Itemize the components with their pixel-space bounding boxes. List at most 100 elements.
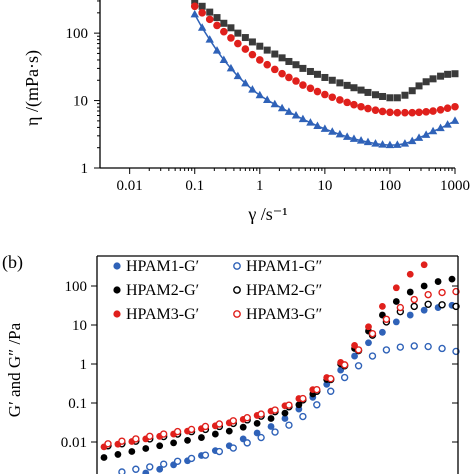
panel-a-point [212, 46, 222, 54]
panel-b-point [225, 427, 233, 435]
panel-b-point [382, 315, 391, 324]
legend-label: HPAM3-G″ [246, 306, 322, 323]
panel-a-point [306, 84, 315, 93]
legend-label: HPAM1-G″ [246, 258, 322, 275]
panel-b-point [313, 401, 321, 409]
panel-a-point [198, 2, 206, 10]
panel-a-point [233, 71, 243, 80]
panel-b-point [323, 380, 331, 388]
panel-b-y-axis-label: G′ and G″ /Pa [5, 322, 24, 417]
panel-a-point [191, 0, 199, 5]
panel-b-ticks: 0.01 0.1 1 10 100 [61, 279, 458, 451]
panel-b-point [448, 275, 456, 283]
panel-b-point [146, 432, 154, 441]
panel-b-point [243, 413, 251, 422]
panel-a-point [421, 130, 431, 138]
panel-a-point [206, 8, 214, 16]
panel-a-point [328, 76, 336, 84]
panel-b-point [406, 288, 414, 296]
panel-b-point [170, 439, 178, 447]
panel-a-point [321, 90, 329, 99]
panel-b-point [424, 342, 432, 351]
panel-b-point [253, 419, 261, 427]
legend-marker-open [233, 310, 241, 318]
panel-b-point [406, 270, 414, 278]
panel-b-series-HPAM1-G″ [118, 342, 460, 474]
panel-a-point [220, 19, 228, 27]
panel-b-point [132, 435, 140, 443]
legend-label: HPAM2-G′ [126, 282, 199, 299]
panel-b-point [340, 361, 349, 369]
panel-b-point [156, 465, 164, 473]
panel-b-point [368, 329, 377, 338]
panel-b-point [285, 421, 293, 429]
panel-a-point [408, 136, 417, 145]
panel-a-point [379, 92, 387, 100]
panel-a-point [226, 63, 236, 72]
panel-b-point [354, 346, 363, 354]
panel-a-point [306, 67, 314, 75]
panel-a-point [450, 116, 460, 124]
panel-b-point [146, 463, 154, 471]
panel-b-point [368, 352, 377, 360]
panel-a-point [350, 84, 358, 92]
panel-a-point [241, 34, 249, 42]
panel-b-point [184, 436, 191, 444]
panel-b-point [434, 278, 442, 285]
panel-b-point [257, 410, 265, 418]
panel-a-point [298, 114, 308, 123]
panel-a-point [320, 124, 330, 132]
panel-b-point [379, 302, 386, 310]
panel-a-point [285, 73, 293, 82]
panel-b-series-HPAM3-G″ [104, 287, 460, 448]
panel-a-point [197, 23, 207, 31]
panel-b-point [281, 409, 289, 417]
panel-a-point [190, 2, 199, 11]
panel-b-point [211, 430, 219, 438]
panel-b-point [173, 427, 182, 436]
panel-a-point [364, 104, 372, 113]
panel-a-point [443, 104, 452, 113]
panel-b-point [239, 423, 247, 431]
panel-a-point [336, 79, 344, 87]
panel-a-point [408, 87, 416, 95]
panel-a-y-axis-label: η /(mPa·s) [22, 50, 43, 126]
panel-b-point [392, 298, 400, 305]
legend-marker-open [233, 286, 241, 294]
panel-a-point [234, 39, 242, 48]
panel-a-point [357, 86, 365, 94]
panel-a-point [343, 98, 351, 107]
panel-b-point [438, 301, 446, 309]
panel-a-point [227, 24, 235, 32]
legend-label: HPAM1-G′ [126, 258, 199, 275]
panel-a-point [437, 72, 445, 80]
panel-a-point [363, 137, 373, 146]
panel-b-point [281, 415, 289, 422]
panel-b-point [406, 311, 414, 319]
panel-a-point [429, 75, 437, 83]
panel-a-point [422, 108, 430, 116]
panel-a-series-circle [190, 2, 459, 117]
panel-a-point [393, 140, 402, 148]
panel-b-point [313, 385, 321, 394]
panel-a-point [313, 70, 321, 78]
panel-b-point [295, 401, 303, 409]
panel-a-y-tick-label: 10 [73, 94, 88, 110]
panel-a-point [313, 87, 322, 96]
panel-b-point [396, 343, 405, 351]
panel-a-point [278, 54, 286, 62]
panel-b-point [159, 460, 168, 468]
panel-a-x-tick-label: 1000 [440, 178, 470, 194]
panel-a-point [401, 108, 409, 117]
panel-a-point [277, 103, 287, 112]
panel-a-point [255, 90, 264, 99]
panel-a-point [386, 108, 394, 117]
panel-a-point [393, 94, 401, 102]
panel-b-point [128, 448, 136, 455]
panel-b-point [379, 328, 386, 336]
panel-b-point [299, 412, 307, 421]
panel-a-ticks: 0.01 0.1 1 10 100 1000 1 10 100 [66, 0, 470, 194]
panel-a-x-tick-label: 10 [317, 178, 332, 194]
panel-b-point [267, 415, 275, 422]
panel-b-point [201, 422, 210, 431]
